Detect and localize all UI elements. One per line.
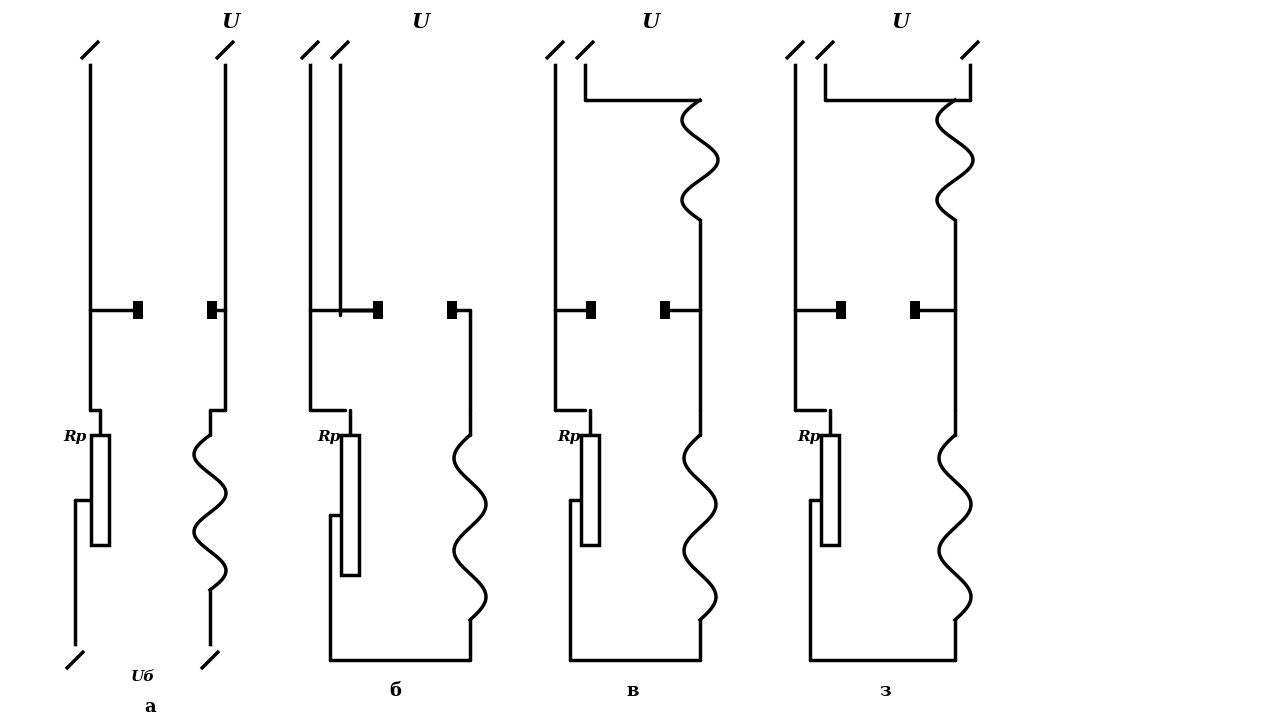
- Circle shape: [783, 38, 808, 62]
- Bar: [586, 301, 596, 319]
- Circle shape: [63, 648, 87, 672]
- Circle shape: [596, 278, 660, 342]
- Circle shape: [327, 38, 352, 62]
- Bar: [342, 435, 360, 575]
- Text: Uб: Uб: [131, 670, 154, 684]
- Bar: [91, 435, 109, 545]
- Text: Rp: Rp: [797, 430, 820, 444]
- Text: U: U: [641, 12, 659, 32]
- Circle shape: [198, 648, 222, 672]
- Circle shape: [573, 38, 597, 62]
- Text: Rp: Rp: [317, 430, 340, 444]
- Circle shape: [383, 278, 447, 342]
- Bar: [660, 301, 670, 319]
- Text: U: U: [411, 12, 429, 32]
- Circle shape: [143, 278, 207, 342]
- Text: з: з: [880, 682, 891, 700]
- Bar: [134, 301, 143, 319]
- Text: а: а: [144, 698, 155, 716]
- Circle shape: [846, 278, 910, 342]
- Text: U: U: [221, 12, 239, 32]
- Circle shape: [543, 38, 568, 62]
- Circle shape: [78, 38, 101, 62]
- Bar: [910, 301, 921, 319]
- Bar: [447, 301, 457, 319]
- Text: Rp: Rp: [557, 430, 580, 444]
- Text: в: в: [627, 682, 638, 700]
- Circle shape: [213, 38, 238, 62]
- Text: Rp: Rp: [63, 430, 86, 444]
- Text: U: U: [891, 12, 909, 32]
- Circle shape: [813, 38, 837, 62]
- Circle shape: [958, 38, 982, 62]
- Circle shape: [298, 38, 322, 62]
- Bar: [820, 435, 838, 545]
- Bar: [580, 435, 600, 545]
- Bar: [372, 301, 383, 319]
- Bar: [836, 301, 846, 319]
- Text: б: б: [389, 682, 401, 700]
- Bar: [207, 301, 217, 319]
